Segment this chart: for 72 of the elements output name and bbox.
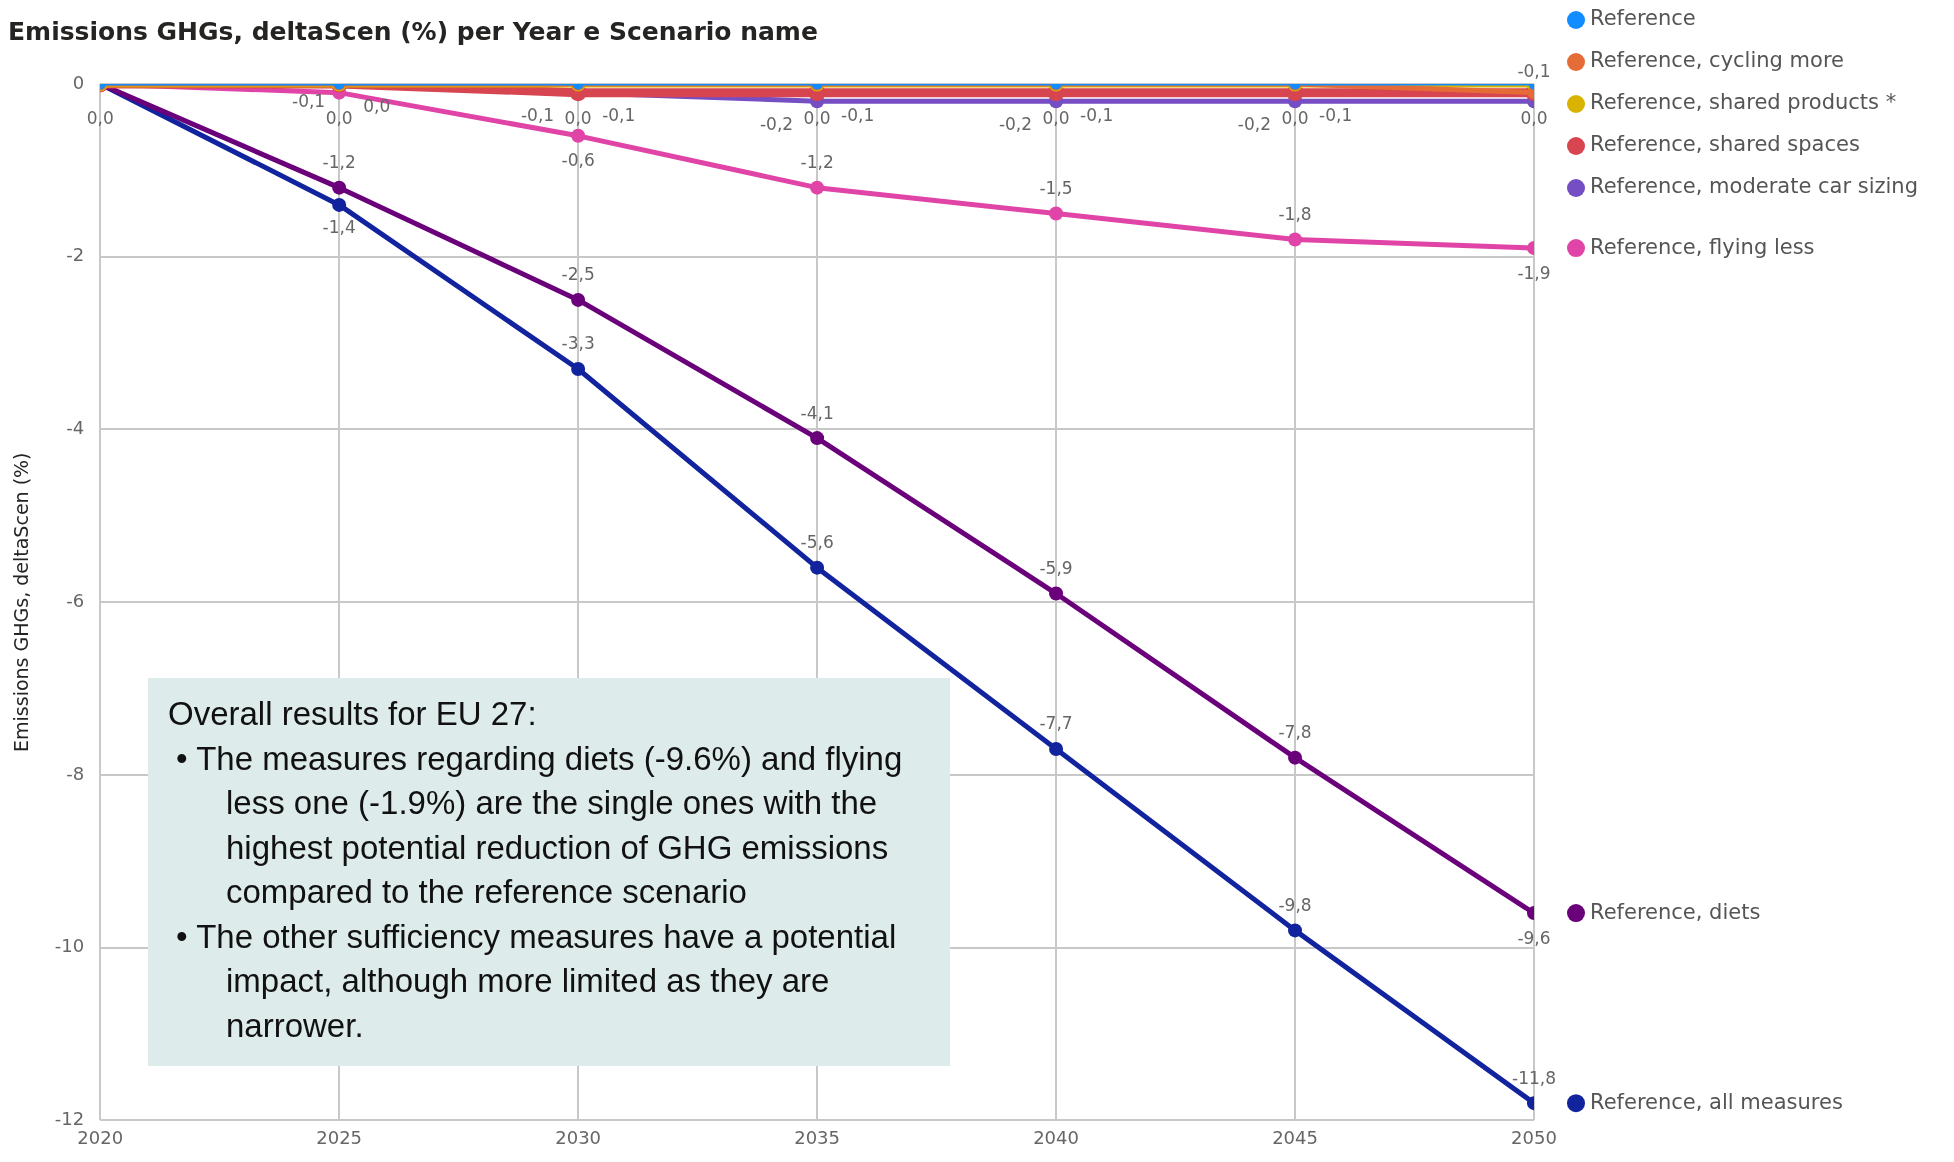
legend-label: Reference, flying less bbox=[1590, 234, 1815, 259]
x-tick-label: 2035 bbox=[794, 1126, 841, 1148]
y-tick-label: -2 bbox=[66, 244, 85, 266]
data-label: -1,9 bbox=[1517, 262, 1551, 283]
legend-label: Reference, diets bbox=[1590, 899, 1761, 924]
data-label: -0,6 bbox=[561, 150, 595, 171]
annotation: Overall results for EU 27: bbox=[168, 694, 538, 734]
data-label: -4,1 bbox=[800, 402, 834, 423]
data-label: -1,5 bbox=[1039, 177, 1073, 198]
legend-label: Reference, shared spaces bbox=[1590, 132, 1860, 157]
legend-label: Reference, moderate car sizing bbox=[1590, 174, 1918, 199]
legend-label: Reference, shared products * bbox=[1590, 90, 1897, 115]
data-label: -7,7 bbox=[1039, 713, 1073, 734]
y-tick-label: -6 bbox=[66, 589, 85, 611]
data-label: -5,6 bbox=[800, 532, 834, 553]
y-tick-label: -10 bbox=[54, 935, 85, 957]
data-label: -9,8 bbox=[1278, 894, 1312, 915]
data-label: -0,1 bbox=[520, 105, 555, 126]
legend-label: Reference, cycling more bbox=[1590, 48, 1844, 73]
y-tick-label: -4 bbox=[66, 417, 85, 439]
data-label: -0,2 bbox=[1237, 113, 1272, 134]
data-label: -1,2 bbox=[800, 152, 834, 173]
point bbox=[1288, 750, 1303, 765]
data-label: -2,5 bbox=[561, 264, 595, 285]
data-label: -0,1 bbox=[1319, 105, 1353, 126]
x-tick-label: 2025 bbox=[316, 1126, 363, 1148]
data-label: -0,1 bbox=[1517, 61, 1551, 82]
x-tick-label: 2045 bbox=[1272, 1126, 1318, 1148]
data-label: 0,0 bbox=[1520, 108, 1548, 129]
data-label: -3,3 bbox=[561, 333, 595, 354]
point bbox=[810, 560, 825, 575]
point bbox=[571, 292, 586, 307]
point bbox=[810, 180, 825, 195]
data-label: -0,1 bbox=[602, 105, 636, 126]
data-label: 0,0 bbox=[86, 108, 114, 129]
x-tick-label: 2040 bbox=[1033, 1126, 1079, 1148]
point bbox=[1288, 923, 1303, 938]
legend-label: Reference bbox=[1590, 6, 1696, 31]
data-label: -0,2 bbox=[759, 113, 794, 134]
data-label: 0,0 bbox=[1281, 108, 1309, 129]
data-label: -7,8 bbox=[1278, 722, 1312, 743]
annotation: • The measures regarding diets (-9.6%) and flying less one (-1.9%) are the single ones with the highest potential reduction of GHG emissions compared to the reference scenario bbox=[175, 738, 904, 913]
data-label: -11,8 bbox=[1512, 1067, 1556, 1088]
data-label: 0,0 bbox=[564, 108, 592, 129]
data-label: -0,1 bbox=[291, 91, 326, 112]
point bbox=[1049, 742, 1064, 757]
point bbox=[1288, 232, 1303, 247]
annotation: • The other sufficiency measures have a potential impact, although more limited as they are narrower. bbox=[175, 916, 898, 1046]
point bbox=[332, 180, 347, 195]
data-label: -1,4 bbox=[322, 217, 356, 238]
point bbox=[571, 362, 586, 377]
point bbox=[1049, 206, 1064, 221]
point bbox=[810, 431, 825, 446]
data-label: 0,0 bbox=[803, 108, 831, 129]
data-label: -0,1 bbox=[841, 105, 875, 126]
x-tick-label: 2050 bbox=[1511, 1126, 1557, 1148]
data-label: -1,8 bbox=[1278, 203, 1312, 224]
point bbox=[1049, 586, 1064, 601]
data-label: -9,6 bbox=[1517, 927, 1551, 948]
y-tick-label: 0 bbox=[72, 71, 85, 93]
data-label: -5,9 bbox=[1039, 557, 1073, 578]
legend-label: Reference, all measures bbox=[1590, 1089, 1843, 1114]
y-axis-title: Emissions GHGs, deltaScen (%) bbox=[10, 452, 33, 752]
data-label: 0,0 bbox=[363, 96, 391, 117]
data-label: -0,2 bbox=[998, 113, 1033, 134]
data-label: 0,0 bbox=[325, 108, 353, 129]
chart-title: Emissions GHGs, deltaScen (%) per Year e Scenario name bbox=[8, 16, 818, 46]
data-label: -0,1 bbox=[1080, 105, 1114, 126]
data-label: -1,2 bbox=[322, 152, 356, 173]
y-tick-label: -8 bbox=[66, 762, 85, 784]
data-label: 0,0 bbox=[1042, 108, 1070, 129]
x-tick-label: 2030 bbox=[555, 1126, 602, 1148]
